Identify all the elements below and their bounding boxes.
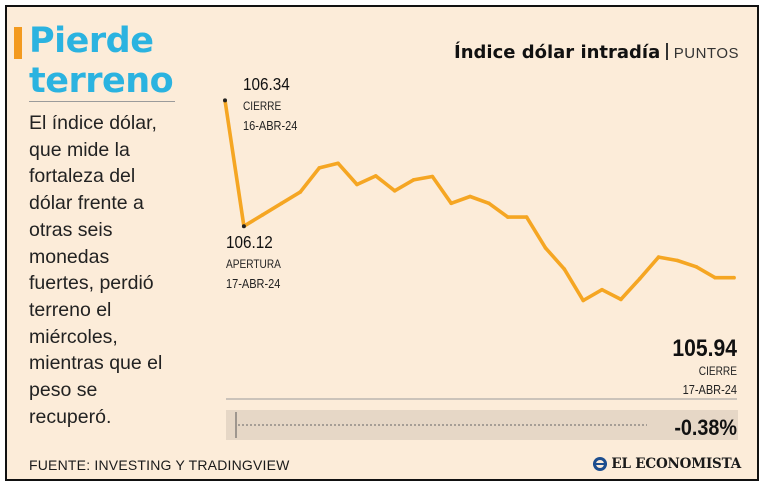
start-date-label: 16-ABR-24 bbox=[243, 119, 298, 133]
data-point-7 bbox=[355, 182, 359, 187]
chart-unit: PUNTOS bbox=[673, 45, 739, 62]
open-point-marker bbox=[241, 224, 246, 229]
data-point-18 bbox=[562, 267, 567, 271]
data-point-14 bbox=[487, 201, 491, 206]
open-value-label: 106.12 bbox=[226, 232, 273, 252]
data-point-21 bbox=[619, 297, 623, 302]
data-point-17 bbox=[543, 246, 548, 250]
data-point-23 bbox=[656, 255, 661, 259]
end-date-label: 17-ABR-24 bbox=[683, 383, 738, 397]
data-point-13 bbox=[468, 194, 472, 199]
data-point-4 bbox=[298, 190, 303, 194]
chart-title: Índice dólar intradía bbox=[454, 42, 661, 63]
data-point-19 bbox=[581, 298, 585, 303]
data-point-12 bbox=[449, 201, 454, 206]
open-date-label: 17-ABR-24 bbox=[226, 277, 281, 291]
start-caption-label: CIERRE bbox=[243, 100, 281, 113]
publisher-name: EL ECONOMISTA bbox=[611, 456, 741, 472]
publisher-logo: EL ECONOMISTA bbox=[593, 456, 741, 472]
data-point-5 bbox=[317, 166, 322, 170]
el-economista-logo-icon bbox=[593, 457, 608, 471]
data-point-10 bbox=[411, 178, 416, 182]
data-point-6 bbox=[336, 161, 340, 166]
data-point-2 bbox=[260, 213, 265, 217]
start-point-marker bbox=[223, 98, 227, 103]
data-point-8 bbox=[374, 174, 378, 178]
data-point-26 bbox=[713, 275, 717, 280]
series-line bbox=[223, 98, 736, 303]
data-point-27 bbox=[732, 275, 736, 280]
body-text: El índice dólar, que mide la fortaleza d… bbox=[29, 112, 163, 428]
data-point-11 bbox=[430, 174, 435, 179]
headline-accent-bar bbox=[14, 27, 22, 59]
line-chart: 106.34 CIERRE 16-ABR-24 106.12 APERTURA … bbox=[223, 74, 738, 440]
data-point-15 bbox=[506, 215, 510, 219]
source-note: FUENTE: INVESTING Y TRADINGVIEW bbox=[29, 457, 290, 473]
open-caption-label: APERTURA bbox=[226, 258, 282, 271]
data-point-24 bbox=[675, 258, 680, 263]
end-value-label: 105.94 bbox=[672, 335, 737, 362]
data-point-9 bbox=[392, 189, 397, 193]
end-caption-label: CIERRE bbox=[699, 365, 737, 378]
headline: Pierde terreno bbox=[29, 21, 174, 101]
data-point-16 bbox=[524, 215, 529, 219]
infographic-frame: Pierde terreno El índice dólar, que mide… bbox=[5, 5, 759, 481]
data-point-25 bbox=[694, 265, 699, 269]
chart-title-group: Índice dólar intradía PUNTOS bbox=[454, 42, 739, 64]
headline-divider bbox=[29, 101, 175, 102]
data-point-3 bbox=[279, 201, 284, 206]
title-separator bbox=[666, 43, 668, 60]
change-value: -0.38% bbox=[674, 416, 737, 440]
data-point-22 bbox=[637, 277, 642, 281]
start-value-label: 106.34 bbox=[243, 74, 290, 94]
data-point-20 bbox=[600, 287, 604, 292]
